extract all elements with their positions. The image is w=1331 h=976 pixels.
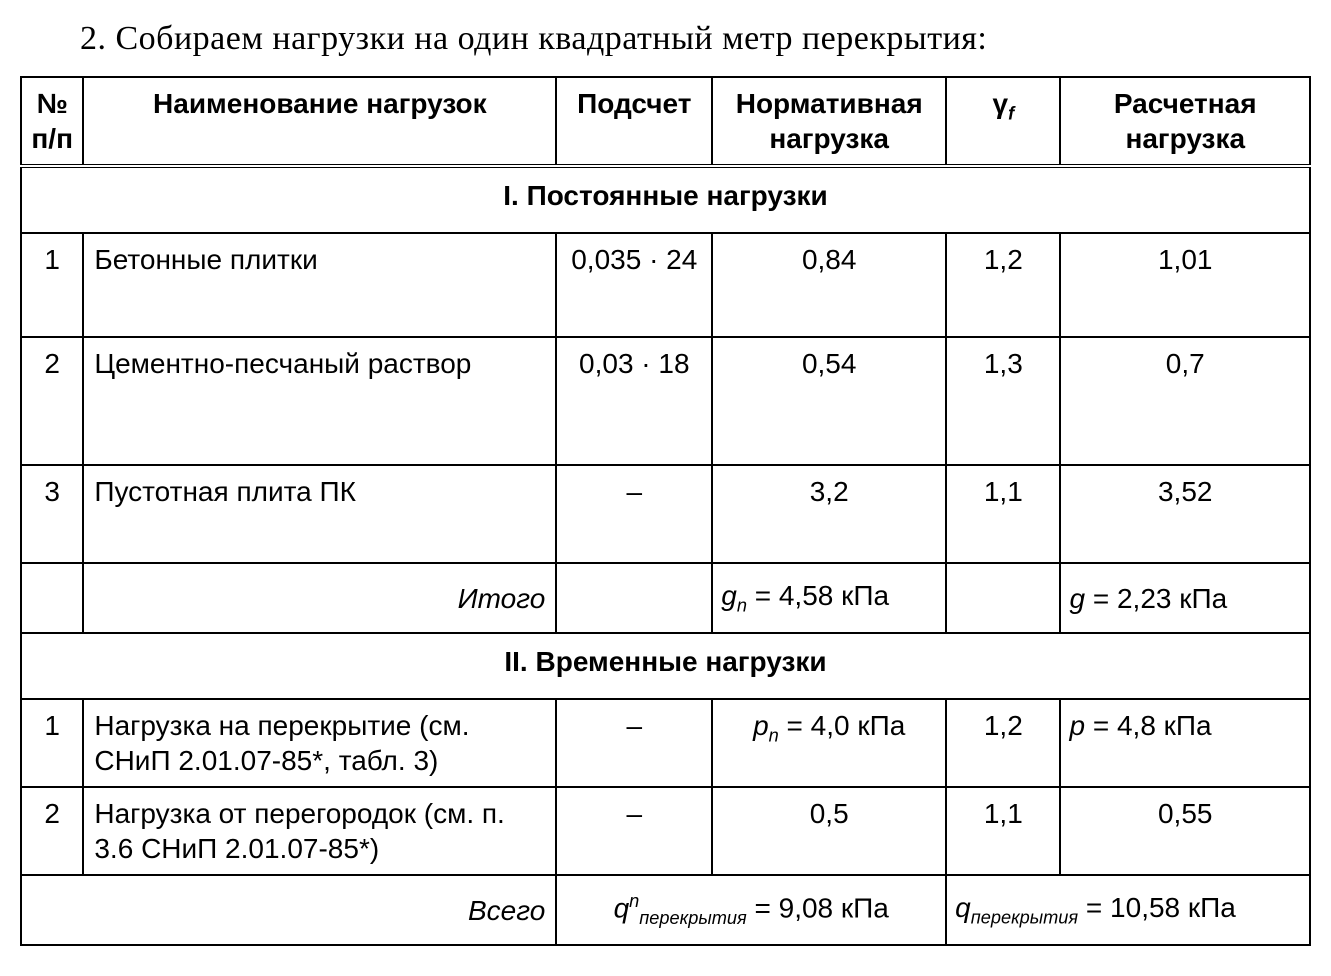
cell-norm: 0,54 [712, 337, 946, 465]
table-row: 2 Нагрузка от перегородок (см. п. 3.6 СН… [21, 787, 1310, 875]
col-header-name: Наименование нагрузок [83, 77, 556, 166]
cell-num: 3 [21, 465, 83, 563]
cell-calc: – [556, 465, 712, 563]
table-header-row: № п/п Наименование нагрузок Подсчет Норм… [21, 77, 1310, 166]
cell-gamma: 1,2 [946, 233, 1060, 337]
cell-norm: 0,5 [712, 787, 946, 875]
col-header-num: № п/п [21, 77, 83, 166]
table-row: 2 Цементно-песчаный раствор 0,03 · 18 0,… [21, 337, 1310, 465]
table-row: 3 Пустотная плита ПК – 3,2 1,1 3,52 [21, 465, 1310, 563]
cell-num: 1 [21, 233, 83, 337]
subtotal-label: Итого [83, 563, 556, 633]
cell-name: Пустотная плита ПК [83, 465, 556, 563]
cell-gamma: 1,2 [946, 699, 1060, 787]
cell-calc: – [556, 699, 712, 787]
cell-design: 0,7 [1060, 337, 1310, 465]
col-header-calc: Подсчет [556, 77, 712, 166]
loads-table: № п/п Наименование нагрузок Подсчет Норм… [20, 76, 1311, 946]
section-row-1: I. Постоянные нагрузки [21, 166, 1310, 233]
cell-calc: 0,03 · 18 [556, 337, 712, 465]
cell-name: Цементно-песчаный раствор [83, 337, 556, 465]
cell-design: 1,01 [1060, 233, 1310, 337]
col-header-norm: Нормативная нагрузка [712, 77, 946, 166]
cell-design: 3,52 [1060, 465, 1310, 563]
table-row: 1 Бетонные плитки 0,035 · 24 0,84 1,2 1,… [21, 233, 1310, 337]
grand-total-row: Всего qnперекрытия = 9,08 кПа qперекрыти… [21, 875, 1310, 945]
section-row-2: II. Временные нагрузки [21, 633, 1310, 699]
section-title-2: II. Временные нагрузки [21, 633, 1310, 699]
cell-name: Нагрузка на перекрытие (см. СНиП 2.01.07… [83, 699, 556, 787]
cell-norm: pn = 4,0 кПа [712, 699, 946, 787]
cell-gamma: 1,1 [946, 465, 1060, 563]
cell-empty [21, 563, 83, 633]
subtotal-design: g = 2,23 кПа [1060, 563, 1310, 633]
cell-norm: 0,84 [712, 233, 946, 337]
cell-calc: – [556, 787, 712, 875]
subtotal-norm: gn = 4,58 кПа [712, 563, 946, 633]
cell-name: Нагрузка от перегородок (см. п. 3.6 СНиП… [83, 787, 556, 875]
cell-norm: 3,2 [712, 465, 946, 563]
cell-calc: 0,035 · 24 [556, 233, 712, 337]
col-header-design: Расчетная нагрузка [1060, 77, 1310, 166]
cell-gamma: 1,1 [946, 787, 1060, 875]
cell-num: 2 [21, 337, 83, 465]
cell-design: 0,55 [1060, 787, 1310, 875]
table-row: 1 Нагрузка на перекрытие (см. СНиП 2.01.… [21, 699, 1310, 787]
grand-total-norm: qnперекрытия = 9,08 кПа [556, 875, 946, 945]
cell-empty [556, 563, 712, 633]
col-header-gamma: γf [946, 77, 1060, 166]
cell-empty [946, 563, 1060, 633]
cell-design: p = 4,8 кПа [1060, 699, 1310, 787]
grand-total-label: Всего [21, 875, 556, 945]
cell-name: Бетонные плитки [83, 233, 556, 337]
subtotal-row-1: Итого gn = 4,58 кПа g = 2,23 кПа [21, 563, 1310, 633]
cell-num: 1 [21, 699, 83, 787]
cell-num: 2 [21, 787, 83, 875]
cell-gamma: 1,3 [946, 337, 1060, 465]
grand-total-design: qперекрытия = 10,58 кПа [946, 875, 1310, 945]
page-title: 2. Собираем нагрузки на один квадратный … [80, 20, 1311, 58]
section-title-1: I. Постоянные нагрузки [21, 166, 1310, 233]
